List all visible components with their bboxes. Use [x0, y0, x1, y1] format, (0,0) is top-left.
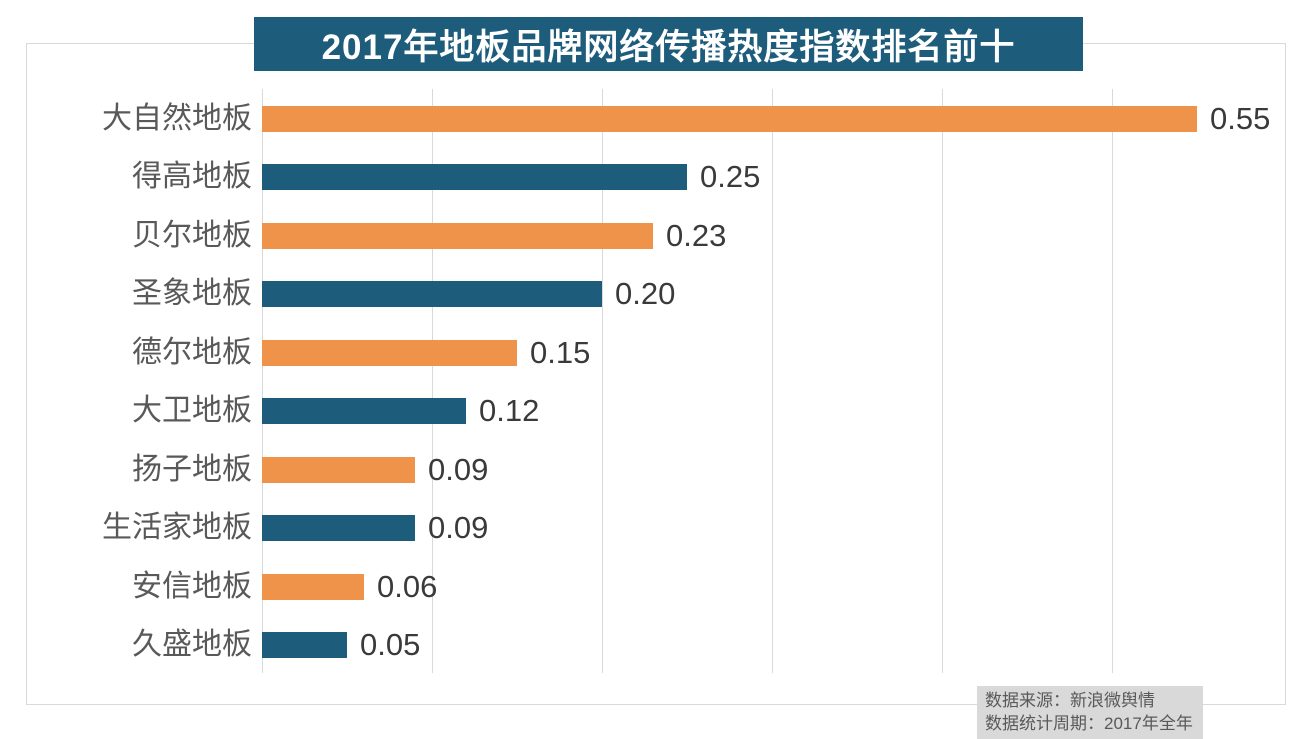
category-label: 得高地板: [132, 160, 252, 194]
value-label: 0.12: [479, 393, 540, 429]
source-line-2: 数据统计周期：2017年全年: [985, 714, 1193, 733]
value-label: 0.20: [615, 276, 676, 312]
gridline-x-0.5: [1112, 89, 1113, 673]
gridline-x-0.4: [942, 89, 943, 673]
value-label: 0.09: [428, 510, 489, 546]
category-label: 生活家地板: [102, 511, 252, 545]
category-label: 圣象地板: [132, 277, 252, 311]
bar: [262, 105, 1197, 132]
bar: [262, 339, 517, 366]
category-label: 久盛地板: [132, 628, 252, 662]
bar: [262, 222, 653, 249]
title-banner: 2017年地板品牌网络传播热度指数排名前十: [254, 17, 1083, 71]
bar: [262, 281, 602, 308]
value-label: 0.06: [377, 568, 438, 604]
source-line-1: 数据来源：新浪微舆情: [985, 691, 1155, 710]
value-label: 0.15: [530, 334, 591, 370]
bar: [262, 632, 347, 659]
bar: [262, 456, 415, 483]
gridline-x-0.2: [602, 89, 603, 673]
gridline-x-0.0: [262, 89, 263, 673]
bar: [262, 398, 466, 425]
value-label: 0.05: [360, 627, 421, 663]
category-label: 贝尔地板: [132, 218, 252, 252]
value-label: 0.09: [428, 451, 489, 487]
category-label: 德尔地板: [132, 335, 252, 369]
gridline-x-0.3: [772, 89, 773, 673]
category-label: 大自然地板: [102, 101, 252, 135]
gridline-x-0.1: [432, 89, 433, 673]
category-label: 安信地板: [132, 569, 252, 603]
value-label: 0.23: [666, 217, 727, 253]
category-label: 扬子地板: [132, 452, 252, 486]
category-label: 大卫地板: [132, 394, 252, 428]
bar: [262, 573, 364, 600]
source-note: 数据来源：新浪微舆情 数据统计周期：2017年全年: [977, 686, 1203, 739]
chart-title: 2017年地板品牌网络传播热度指数排名前十: [321, 27, 1016, 67]
bar: [262, 164, 687, 191]
plot-frame: [26, 43, 1286, 705]
value-label: 0.25: [700, 159, 761, 195]
value-label: 0.55: [1210, 100, 1271, 136]
bar: [262, 515, 415, 542]
